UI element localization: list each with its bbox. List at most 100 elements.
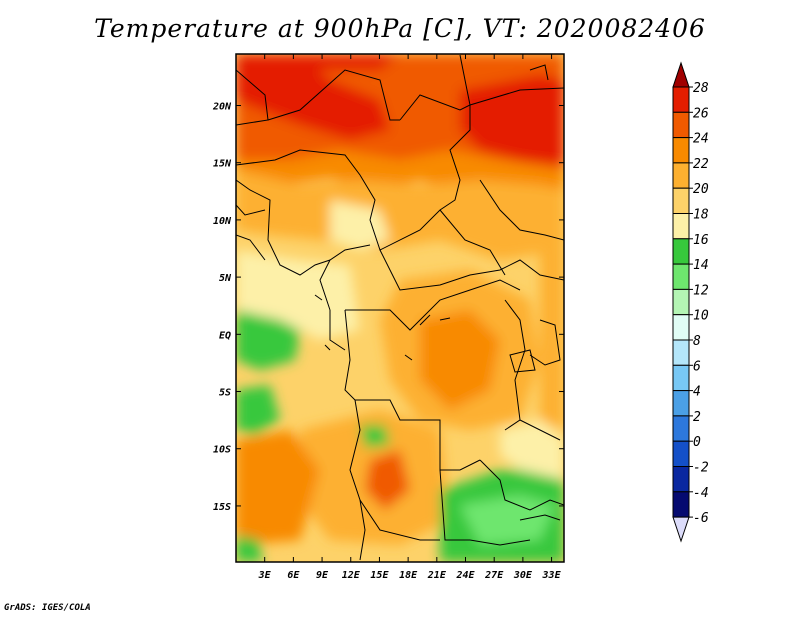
field-south-light [500,420,564,480]
field-southwest-green [236,535,262,562]
border [236,234,266,261]
colorbar-label: -4 [693,486,709,501]
border [345,279,521,331]
colorbar-label: -6 [693,511,709,526]
border [529,319,561,366]
map-frame [235,53,565,563]
field-southwest [236,430,320,545]
border [236,204,266,216]
colorbar-segment [672,111,690,139]
colorbar-label: 20 [693,182,709,197]
y-axis: 20N 15N 10N 5N EQ 5S 10S 15S [212,101,564,513]
colorbar-segment [672,491,690,518]
border [344,309,481,471]
x-tick-label: 9E [316,570,329,581]
border [479,459,564,511]
y-tick-label: EQ [219,330,231,341]
x-tick-label: 27E [484,570,504,581]
colorbar-segment [672,137,690,164]
colorbar-bottom-arrow [672,516,690,543]
colorbar-label: 24 [693,132,709,147]
colorbar-label: 0 [693,435,701,450]
border [379,249,564,291]
colorbar-label: 26 [693,106,709,121]
country-borders [236,54,564,561]
field-congo-warm [420,310,500,410]
border [404,314,451,361]
border [504,299,526,421]
border [469,87,564,106]
x-tick-label: 33E [542,570,562,581]
colorbar-top-arrow [672,61,690,88]
colorbar-label: 10 [693,309,709,324]
x-tick-label: 18E [399,570,418,581]
field-south-lightgreen [460,495,555,545]
colorbar-segment [672,187,690,214]
border [369,105,471,251]
y-tick-label: 10N [213,216,232,227]
colorbar-segment [672,263,690,290]
colorbar-label: -2 [693,461,709,476]
field-east-warm [540,230,564,430]
field-sahel [236,170,564,260]
border [236,179,371,276]
colorbar-label: 12 [693,283,709,298]
colorbar-segment [672,390,690,417]
field-north-strip [236,54,400,80]
field-coast-light [236,250,360,340]
y-tick-label: 10S [213,445,231,456]
x-tick-label: 24E [455,570,475,581]
field-green-spot [360,425,390,448]
colorbar-label: 18 [693,208,709,223]
colorbar-segment [672,314,690,341]
colorbar-label: 14 [693,258,709,273]
border [267,69,400,121]
border [349,399,366,561]
field-angola-hot [365,450,410,510]
colorbar-label: 16 [693,233,709,248]
x-tick-label: 30E [513,570,533,581]
x-axis: 3E 6E 9E 12E 15E 18E 21E 24E 27E 30E 33E [258,54,562,581]
field-northwest-hottest [236,54,390,140]
colorbar-segment [672,288,690,316]
y-tick-label: 15S [213,502,231,513]
temperature-field [236,54,564,562]
border [329,310,346,351]
border [479,179,564,241]
x-tick-label: 3E [258,570,272,581]
x-tick-label: 6E [287,570,300,581]
field-shading [236,54,564,562]
colorbar-segment [672,364,690,392]
x-tick-label: 15E [370,570,389,581]
y-tick-label: 5S [219,388,231,399]
colorbar-segment [672,213,690,240]
x-tick-label: 21E [427,570,447,581]
colorbar-segment [672,440,690,468]
y-tick-label: 20N [212,101,232,112]
colorbar-segment [672,86,690,113]
colorbar-segment [672,339,690,366]
colorbar-label: 6 [693,359,701,374]
x-tick-label: 12E [342,570,361,581]
border [529,64,549,81]
border [319,259,331,311]
border [469,539,531,546]
border [399,54,471,121]
y-tick-label: 5N [219,273,232,284]
colorbar-segment [672,238,690,265]
colorbar-label: 22 [693,157,709,172]
border [509,349,536,373]
field-west-green-2 [236,385,280,435]
border [359,499,440,541]
border [236,149,376,221]
colorbar-label: 8 [693,334,701,349]
chart-title: Temperature at 900hPa [C], VT: 202008240… [94,14,706,43]
footer-credit: GrADS: IGES/COLA [4,603,91,613]
colorbar-segment [672,466,690,493]
border [314,294,331,351]
colorbar-label: 2 [693,410,701,425]
colorbar-label: 4 [693,385,701,400]
y-tick-label: 15N [213,159,232,170]
